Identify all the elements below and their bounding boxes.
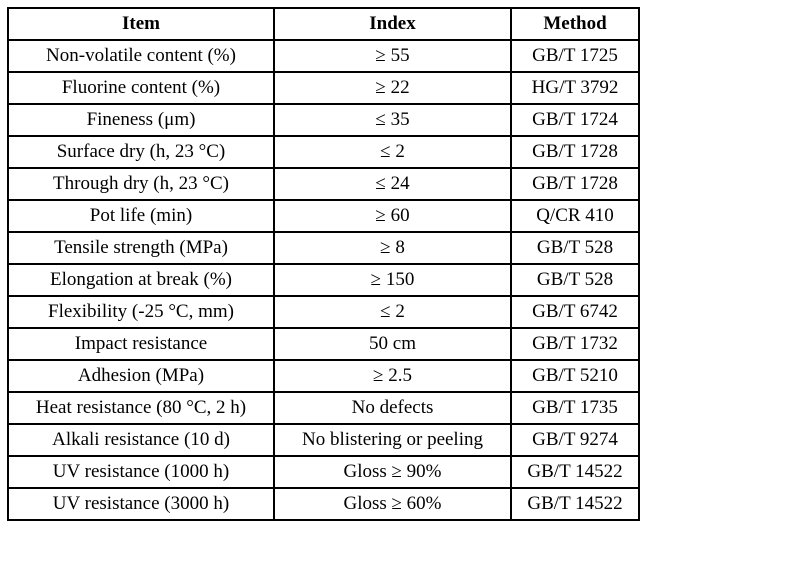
table-cell: GB/T 9274	[510, 423, 640, 457]
table-cell: Non-volatile content (%)	[7, 39, 275, 73]
table-cell: GB/T 1735	[510, 391, 640, 425]
spec-table: Item Index Method Non-volatile content (…	[7, 7, 640, 521]
table-cell: ≥ 8	[273, 231, 512, 265]
table-cell: GB/T 1728	[510, 135, 640, 169]
spec-table-body: Non-volatile content (%) ≥ 55 GB/T 1725 Flu…	[7, 39, 640, 521]
table-cell: GB/T 528	[510, 263, 640, 297]
table-row: Heat resistance (80 °C, 2 h) No defects GB…	[7, 391, 640, 425]
table-cell: ≥ 60	[273, 199, 512, 233]
table-cell: ≤ 24	[273, 167, 512, 201]
table-cell: UV resistance (3000 h)	[7, 487, 275, 521]
table-cell: Heat resistance (80 °C, 2 h)	[7, 391, 275, 425]
table-cell: HG/T 3792	[510, 71, 640, 105]
table-cell: GB/T 528	[510, 231, 640, 265]
table-row: Tensile strength (MPa) ≥ 8 GB/T 528	[7, 231, 640, 265]
table-row: Fluorine content (%) ≥ 22 HG/T 3792	[7, 71, 640, 105]
table-cell: Fineness (μm)	[7, 103, 275, 137]
table-cell: UV resistance (1000 h)	[7, 455, 275, 489]
spec-table-header: Item Index Method	[7, 7, 640, 41]
table-cell: GB/T 1725	[510, 39, 640, 73]
table-row: Alkali resistance (10 d) No blistering or…	[7, 423, 640, 457]
table-row: Through dry (h, 23 °C) ≤ 24 GB/T 1728	[7, 167, 640, 201]
table-row: Surface dry (h, 23 °C) ≤ 2 GB/T 1728	[7, 135, 640, 169]
table-cell: ≥ 55	[273, 39, 512, 73]
table-cell: GB/T 1728	[510, 167, 640, 201]
table-row: Flexibility (-25 °C, mm) ≤ 2 GB/T 6742	[7, 295, 640, 329]
table-cell: ≤ 2	[273, 135, 512, 169]
table-cell: GB/T 6742	[510, 295, 640, 329]
table-cell: GB/T 5210	[510, 359, 640, 393]
table-cell: Gloss ≥ 60%	[273, 487, 512, 521]
table-cell: Adhesion (MPa)	[7, 359, 275, 393]
table-cell: Impact resistance	[7, 327, 275, 361]
table-cell: GB/T 14522	[510, 487, 640, 521]
column-header-index: Index	[273, 7, 512, 41]
table-row: Fineness (μm) ≤ 35 GB/T 1724	[7, 103, 640, 137]
table-row: Impact resistance 50 cm GB/T 1732	[7, 327, 640, 361]
table-cell: ≥ 22	[273, 71, 512, 105]
table-cell: Through dry (h, 23 °C)	[7, 167, 275, 201]
table-cell: Tensile strength (MPa)	[7, 231, 275, 265]
table-cell: Pot life (min)	[7, 199, 275, 233]
table-cell: ≤ 35	[273, 103, 512, 137]
table-cell: Alkali resistance (10 d)	[7, 423, 275, 457]
table-row: Elongation at break (%) ≥ 150 GB/T 528	[7, 263, 640, 297]
table-cell: Elongation at break (%)	[7, 263, 275, 297]
table-cell: Fluorine content (%)	[7, 71, 275, 105]
table-row: UV resistance (1000 h) Gloss ≥ 90% GB/T 14…	[7, 455, 640, 489]
table-cell: No defects	[273, 391, 512, 425]
table-cell: Q/CR 410	[510, 199, 640, 233]
column-header-method: Method	[510, 7, 640, 41]
table-cell: ≤ 2	[273, 295, 512, 329]
table-cell: GB/T 1724	[510, 103, 640, 137]
table-cell: GB/T 1732	[510, 327, 640, 361]
table-cell: No blistering or peeling	[273, 423, 512, 457]
table-row: Non-volatile content (%) ≥ 55 GB/T 1725	[7, 39, 640, 73]
table-cell: Surface dry (h, 23 °C)	[7, 135, 275, 169]
table-cell: ≥ 150	[273, 263, 512, 297]
column-header-item: Item	[7, 7, 275, 41]
table-cell: GB/T 14522	[510, 455, 640, 489]
table-cell: Gloss ≥ 90%	[273, 455, 512, 489]
table-cell: ≥ 2.5	[273, 359, 512, 393]
header-row: Item Index Method	[7, 7, 640, 41]
table-cell: Flexibility (-25 °C, mm)	[7, 295, 275, 329]
table-row: UV resistance (3000 h) Gloss ≥ 60% GB/T 14…	[7, 487, 640, 521]
table-row: Pot life (min) ≥ 60 Q/CR 410	[7, 199, 640, 233]
table-cell: 50 cm	[273, 327, 512, 361]
table-row: Adhesion (MPa) ≥ 2.5 GB/T 5210	[7, 359, 640, 393]
